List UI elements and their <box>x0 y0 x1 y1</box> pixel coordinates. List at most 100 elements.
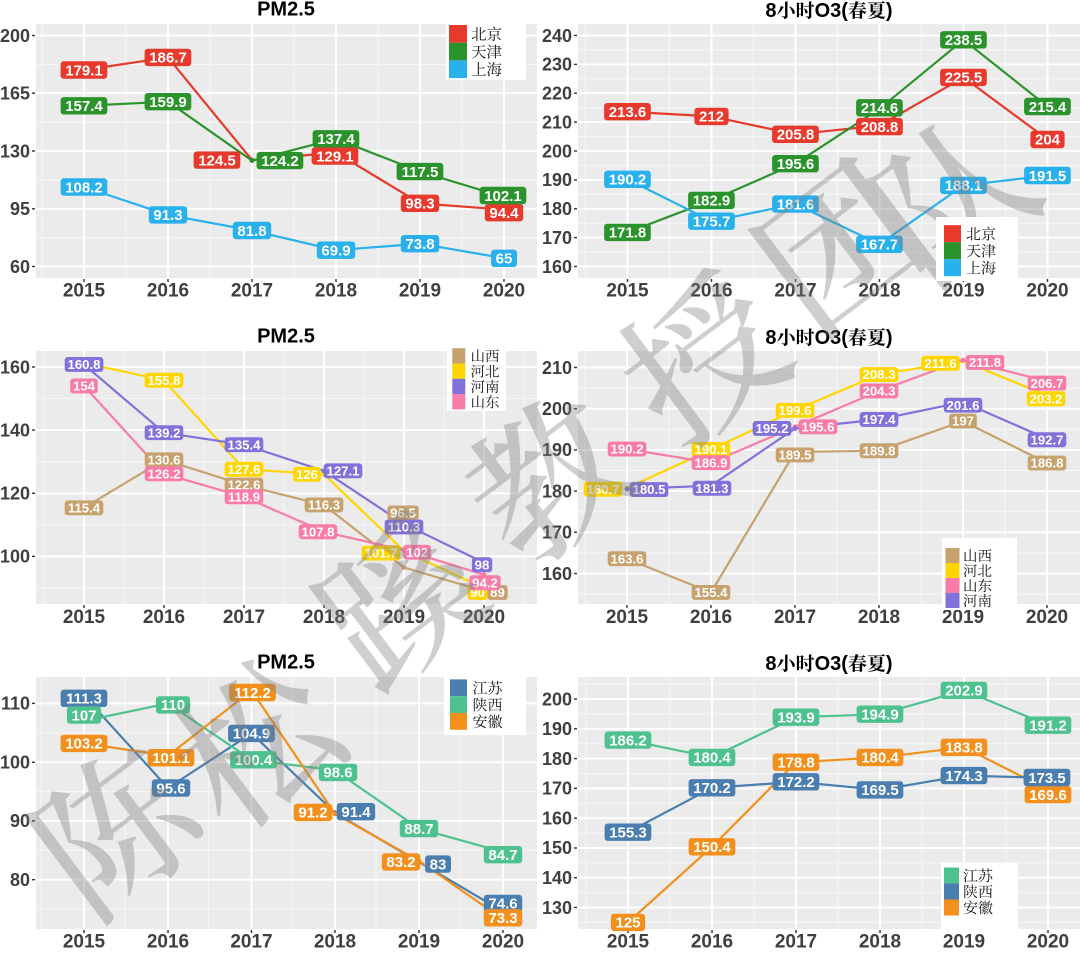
svg-text:2017: 2017 <box>775 931 817 950</box>
svg-text:163.6: 163.6 <box>610 551 643 566</box>
svg-text:204: 204 <box>1035 132 1061 149</box>
svg-text:2015: 2015 <box>606 607 649 628</box>
svg-text:120: 120 <box>0 484 30 504</box>
svg-text:203.2: 203.2 <box>1029 391 1062 406</box>
svg-text:201.6: 201.6 <box>946 398 979 413</box>
svg-text:PM2.5: PM2.5 <box>257 326 315 348</box>
svg-text:238.5: 238.5 <box>945 32 983 49</box>
svg-text:186.8: 186.8 <box>1030 456 1063 471</box>
svg-text:160.8: 160.8 <box>67 357 100 372</box>
svg-text:180: 180 <box>542 199 572 219</box>
svg-text:2016: 2016 <box>147 280 189 301</box>
svg-text:190: 190 <box>542 719 572 739</box>
svg-text:83: 83 <box>430 856 447 873</box>
svg-text:150: 150 <box>542 838 572 858</box>
svg-text:197.4: 197.4 <box>862 412 896 427</box>
svg-text:2020: 2020 <box>1027 931 1069 950</box>
svg-text:197: 197 <box>952 414 974 429</box>
svg-text:98: 98 <box>475 557 490 572</box>
svg-text:69.9: 69.9 <box>321 243 350 260</box>
svg-text:202.9: 202.9 <box>945 683 983 700</box>
svg-text:170: 170 <box>542 228 572 248</box>
svg-text:155.8: 155.8 <box>147 373 180 388</box>
svg-text:2019: 2019 <box>942 607 984 628</box>
svg-text:165: 165 <box>0 84 30 104</box>
svg-text:180: 180 <box>542 749 572 769</box>
svg-text:230: 230 <box>542 55 572 75</box>
svg-text:2019: 2019 <box>943 931 985 950</box>
svg-text:2020: 2020 <box>1026 607 1068 628</box>
svg-text:65: 65 <box>496 251 513 268</box>
svg-text:127.1: 127.1 <box>326 464 359 479</box>
svg-text:211.8: 211.8 <box>969 355 1001 370</box>
svg-text:O: O <box>815 0 831 22</box>
svg-text:200: 200 <box>0 26 30 46</box>
svg-text:180.4: 180.4 <box>861 750 899 767</box>
svg-text:2015: 2015 <box>63 931 106 950</box>
svg-text:127.6: 127.6 <box>227 462 260 477</box>
svg-text:191.2: 191.2 <box>1029 718 1067 735</box>
svg-text:2019: 2019 <box>942 280 984 301</box>
svg-text:192.7: 192.7 <box>1030 432 1063 447</box>
svg-text:8: 8 <box>765 653 776 675</box>
svg-text:2020: 2020 <box>483 280 525 301</box>
svg-text:102.1: 102.1 <box>484 188 522 205</box>
svg-text:206.7: 206.7 <box>1030 376 1063 391</box>
svg-text:108.2: 108.2 <box>65 179 103 196</box>
svg-text:178.8: 178.8 <box>777 754 815 771</box>
svg-text:194.9: 194.9 <box>861 707 899 724</box>
svg-text:182.9: 182.9 <box>693 193 731 210</box>
svg-text:169.6: 169.6 <box>1029 787 1067 804</box>
svg-text:91.2: 91.2 <box>298 805 327 822</box>
svg-text:122.6: 122.6 <box>227 478 260 493</box>
svg-text:110: 110 <box>161 697 185 714</box>
svg-text:60: 60 <box>10 257 30 277</box>
svg-text:171.8: 171.8 <box>609 225 647 242</box>
svg-text:190.2: 190.2 <box>609 172 647 189</box>
svg-text:94.4: 94.4 <box>489 205 519 222</box>
svg-text:8: 8 <box>765 327 776 349</box>
svg-text:84.7: 84.7 <box>488 847 517 864</box>
svg-text:160: 160 <box>0 357 30 377</box>
svg-text:154: 154 <box>73 379 96 394</box>
svg-text:240: 240 <box>542 26 572 46</box>
svg-text:2016: 2016 <box>143 607 185 628</box>
svg-text:195.2: 195.2 <box>755 421 788 436</box>
svg-text:3: 3 <box>830 327 841 349</box>
svg-text:2015: 2015 <box>606 280 649 301</box>
svg-text:157.4: 157.4 <box>65 98 103 115</box>
svg-text:125: 125 <box>615 915 640 932</box>
svg-text:124.2: 124.2 <box>261 153 299 170</box>
svg-text:140: 140 <box>542 868 572 888</box>
svg-text:167.7: 167.7 <box>861 237 899 254</box>
svg-text:174.3: 174.3 <box>945 768 983 785</box>
svg-text:2015: 2015 <box>63 607 106 628</box>
svg-text:173.5: 173.5 <box>1028 770 1066 787</box>
svg-text:2018: 2018 <box>314 931 356 950</box>
svg-text:): ) <box>886 653 893 675</box>
svg-text:160: 160 <box>542 564 572 584</box>
svg-text:PM2.5: PM2.5 <box>257 0 315 20</box>
svg-text:91.4: 91.4 <box>341 804 371 821</box>
svg-text:140: 140 <box>0 420 30 440</box>
svg-text:214.6: 214.6 <box>861 100 899 117</box>
svg-text:2016: 2016 <box>691 931 733 950</box>
svg-text:81.8: 81.8 <box>237 223 266 240</box>
svg-text:160: 160 <box>542 809 572 829</box>
svg-text:204.3: 204.3 <box>862 384 895 399</box>
svg-text:O: O <box>815 653 831 675</box>
svg-text:193.9: 193.9 <box>777 710 815 727</box>
svg-text:103.2: 103.2 <box>65 736 103 753</box>
svg-text:116.3: 116.3 <box>308 498 340 513</box>
svg-text:118.9: 118.9 <box>228 489 260 504</box>
svg-text:213.6: 213.6 <box>609 104 647 121</box>
svg-text:189.8: 189.8 <box>862 443 895 458</box>
svg-text:170: 170 <box>542 779 572 799</box>
svg-text:2018: 2018 <box>859 931 901 950</box>
svg-text:98.6: 98.6 <box>323 765 352 782</box>
svg-text:195.6: 195.6 <box>777 156 815 173</box>
svg-text:107: 107 <box>71 707 96 724</box>
svg-text:PM2.5: PM2.5 <box>257 652 315 674</box>
svg-text:186.7: 186.7 <box>149 50 187 67</box>
svg-text:189.5: 189.5 <box>778 448 811 463</box>
